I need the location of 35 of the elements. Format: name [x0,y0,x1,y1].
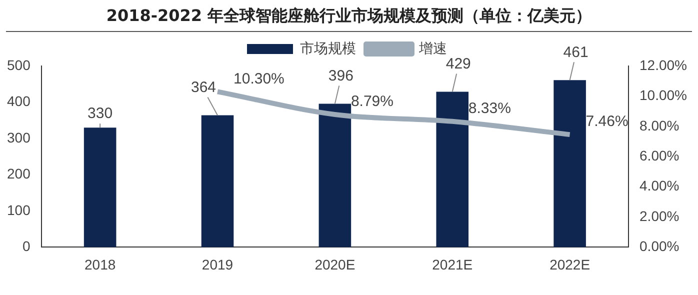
x-tick-label: 2020E [314,256,356,272]
y2-tick-label: 0.00% [640,238,680,254]
bar [436,92,469,248]
x-tick-label: 2018 [84,256,116,272]
bar [554,80,586,248]
data-label: 429 [446,55,471,72]
y2-tick-label: 6.00% [640,147,680,164]
y-tick-label: 300 [7,129,31,146]
data-label: 330 [88,105,113,122]
data-label: 8.33% [468,100,511,118]
bar [84,128,116,248]
y2-tick-label: 2.00% [640,208,680,224]
y-tick-label: 500 [7,56,31,73]
x-tick-label: 2022E [550,256,590,272]
chart-title: 2018-2022 年全球智能座舱行业市场规模及预测（单位：亿美元） [6,0,692,32]
x-tick-label: 2019 [202,256,234,272]
y2-tick-label: 4.00% [640,178,680,194]
data-label: 8.79% [350,93,394,110]
y-tick-label: 0 [22,238,31,254]
y-tick-label: 100 [7,202,31,218]
x-tick-label: 2021E [432,256,473,272]
legend-label: 市场规模 [300,40,356,56]
y2-tick-label: 12.00% [640,56,687,73]
y-tick-label: 200 [7,166,31,182]
data-label: 364 [190,78,216,96]
legend-label: 增速 [418,40,447,56]
bar [201,115,234,248]
data-label: 7.46% [586,113,628,130]
bar [318,104,352,248]
data-label: 10.30% [234,70,284,88]
y2-tick-label: 10.00% [640,87,687,104]
y2-tick-label: 8.00% [640,117,680,134]
data-label: 396 [328,67,354,84]
y-tick-label: 400 [7,93,31,110]
data-label: 461 [563,44,588,61]
